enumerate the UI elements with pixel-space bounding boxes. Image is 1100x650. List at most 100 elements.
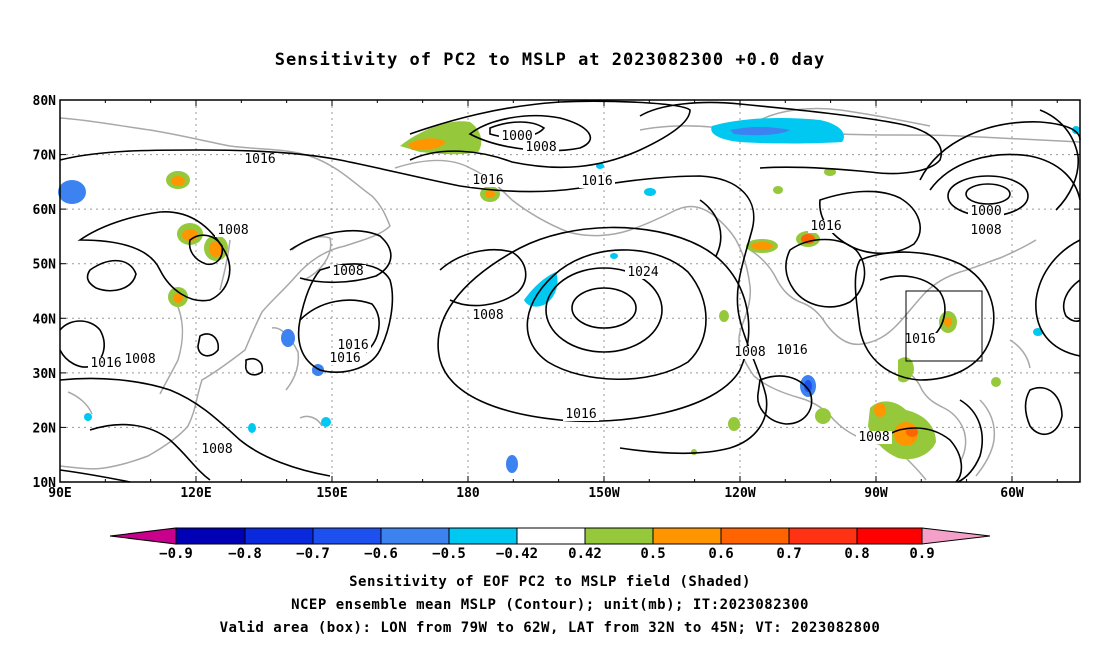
contour-label: 1016 [565, 407, 596, 422]
contour-label-bg [327, 352, 363, 365]
footer-line-2: NCEP ensemble mean MSLP (Contour); unit(… [291, 597, 809, 613]
shade-blob [991, 377, 1001, 387]
colorbar-segment [856, 527, 923, 545]
contour-label-bg [968, 224, 1004, 237]
contour-label: 1016 [810, 219, 841, 234]
contour-label-bg [774, 344, 810, 357]
contour-label-bg [808, 220, 844, 233]
contour-label-bg [523, 141, 559, 154]
shade-blob [874, 403, 886, 417]
shade-blob [751, 242, 773, 250]
mslp-contours [59, 100, 1081, 483]
contour-label: 1000 [501, 129, 532, 144]
colorbar-segment [380, 527, 450, 545]
contour-label: 1000 [970, 204, 1001, 219]
lat-label-30n: 30N [33, 367, 57, 382]
shade-blob [209, 241, 223, 257]
footer-line-1: Sensitivity of EOF PC2 to MSLP field (Sh… [349, 574, 751, 590]
contour-label-bg [856, 431, 892, 444]
shade-blob [944, 317, 952, 327]
footer-line-3: Valid area (box): LON from 79W to 62W, L… [219, 620, 881, 636]
colorbar-label: −0.6 [364, 546, 398, 562]
lat-label-60n: 60N [33, 203, 57, 218]
colorbar-label: 0.42 [568, 546, 602, 562]
lon-label-90w: 90W [864, 486, 888, 501]
colorbar-label: 0.5 [640, 546, 665, 562]
shade-blob [173, 293, 183, 303]
contour-label-bg [902, 333, 938, 346]
shade-blob [906, 427, 918, 437]
colorbar-label: −0.5 [432, 546, 466, 562]
colorbar-segment [788, 527, 858, 545]
shade-blob [691, 449, 697, 455]
contour-label-bg [335, 339, 371, 352]
lon-label-60w: 60W [1000, 486, 1024, 501]
colorbar-segment [584, 527, 654, 545]
shade-blob [171, 176, 185, 186]
contour-label-bg [499, 130, 535, 143]
colorbar [109, 527, 991, 545]
chart-title: Sensitivity of PC2 to MSLP at 2023082300… [274, 50, 826, 70]
lon-label-90e: 90E [48, 486, 71, 501]
shade-blob [506, 455, 518, 473]
colorbar-segment [921, 527, 991, 545]
colorbar-label: −0.42 [496, 546, 538, 562]
contour-label: 1016 [776, 343, 807, 358]
contour-label-bg [579, 175, 615, 188]
shade-blob [719, 310, 729, 322]
axis-ticks [59, 99, 1080, 483]
colorbar-label: −0.8 [228, 546, 262, 562]
colorbar-label: 0.8 [844, 546, 869, 562]
shade-blob [804, 380, 812, 392]
contour-label: 1008 [858, 430, 889, 445]
valid-area-box [905, 290, 983, 362]
contour-label: 1016 [244, 152, 275, 167]
contour-label: 1016 [329, 351, 360, 366]
contour-label: 1008 [734, 345, 765, 360]
colorbar-segment [175, 527, 246, 545]
lon-label-150e: 150E [316, 486, 347, 501]
colorbar-segment [720, 527, 790, 545]
shade-blob [248, 423, 256, 433]
shade-blob [815, 408, 831, 424]
shade-blob [1072, 126, 1080, 134]
contour-label-bg [968, 205, 1004, 218]
lat-label-70n: 70N [33, 149, 57, 164]
colorbar-labels: −0.9 −0.8 −0.7 −0.6 −0.5 −0.42 0.42 0.5 0.6 0.7 0.… [159, 546, 935, 562]
coastlines [59, 107, 1081, 481]
colorbar-label: −0.9 [159, 546, 193, 562]
shade-blob [730, 127, 790, 136]
contour-label-bg [215, 224, 251, 237]
contour-label: 1008 [217, 223, 248, 238]
colorbar-label: 0.9 [909, 546, 934, 562]
shade-blob [728, 417, 740, 431]
shade-blob [773, 186, 783, 194]
contour-label: 1008 [201, 442, 232, 457]
contour-label-bg [88, 357, 124, 370]
contour-label: 1016 [581, 174, 612, 189]
shade-blob [58, 180, 86, 204]
map-border [59, 99, 1081, 483]
shade-blob [824, 168, 836, 176]
colorbar-segment [448, 527, 518, 545]
contour-label: 1016 [472, 173, 503, 188]
contour-label: 1008 [124, 352, 155, 367]
contour-label: 1008 [332, 264, 363, 279]
contour-label: 1008 [472, 308, 503, 323]
colorbar-segment [652, 527, 722, 545]
colorbar-segment [109, 527, 177, 545]
lat-labels: 80N 70N 60N 50N 40N 30N 20N 10N [33, 94, 57, 491]
shade-blob [84, 413, 92, 421]
contour-label-bg [563, 408, 599, 421]
shade-blob [321, 417, 331, 427]
contour-label: 1016 [90, 356, 121, 371]
lon-label-150w: 150W [588, 486, 619, 501]
contour-label-bg [470, 174, 506, 187]
shade-blob [281, 329, 295, 347]
contour-label-bg [732, 346, 768, 359]
contour-label: 1024 [627, 265, 658, 280]
contour-label: 1016 [904, 332, 935, 347]
shade-blob [408, 138, 446, 150]
